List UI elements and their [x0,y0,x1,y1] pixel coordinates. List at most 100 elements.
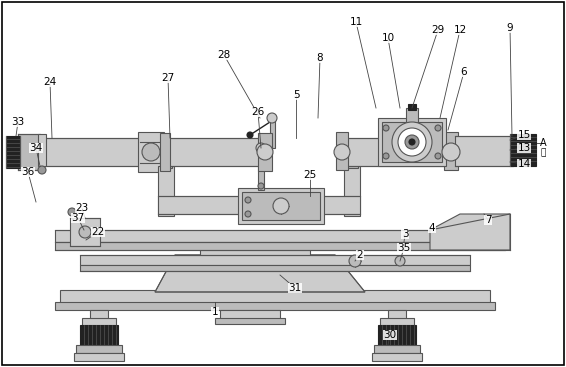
Bar [200,245,310,260]
Circle shape [383,125,389,131]
Circle shape [256,143,266,153]
Text: 29: 29 [431,25,445,35]
Text: 13: 13 [517,143,531,153]
Circle shape [435,125,441,131]
Text: 12: 12 [453,25,466,35]
Circle shape [392,122,432,162]
Bar [455,136,513,166]
Circle shape [273,198,289,214]
Text: 6: 6 [461,67,468,77]
Bar [270,118,275,148]
Text: 25: 25 [303,170,316,180]
Bar [18,134,40,170]
Text: 22: 22 [91,227,105,237]
Bar [164,138,264,166]
Circle shape [409,139,415,145]
Text: 26: 26 [251,107,265,117]
Circle shape [405,135,419,149]
Text: 4: 4 [428,223,435,233]
Circle shape [435,153,441,159]
Text: 向: 向 [541,149,546,157]
Bar [242,192,320,220]
Text: 11: 11 [349,17,363,27]
Text: 7: 7 [484,215,491,225]
Bar [138,132,164,172]
Bar [258,148,264,190]
Text: 24: 24 [44,77,57,87]
Bar [340,138,450,166]
Bar [406,108,418,122]
Bar [82,318,116,326]
Bar [74,353,124,361]
Bar [408,104,416,110]
Circle shape [398,128,426,156]
Polygon shape [430,214,510,250]
Bar [238,188,324,224]
Bar [158,166,174,216]
Bar [158,196,360,214]
Circle shape [68,208,76,216]
Circle shape [257,144,273,160]
Circle shape [142,143,160,161]
Bar [55,302,495,310]
Text: 31: 31 [288,283,302,293]
Circle shape [245,211,251,217]
Bar [388,310,406,320]
Bar [378,118,446,166]
Text: A: A [540,138,546,148]
Bar [510,134,536,166]
Bar [220,310,280,320]
Text: 10: 10 [381,33,395,43]
Text: 15: 15 [517,130,531,140]
Bar [38,134,46,166]
Bar [444,132,458,170]
Text: 2: 2 [357,250,363,260]
Circle shape [383,153,389,159]
Bar [374,345,420,353]
Circle shape [258,183,264,189]
Circle shape [334,144,350,160]
Bar [80,325,118,345]
Bar [160,160,172,168]
Text: 3: 3 [402,229,408,239]
Text: 34: 34 [29,143,42,153]
Bar [215,318,285,324]
Bar [6,136,20,168]
Bar [382,122,442,162]
Text: 14: 14 [517,159,531,169]
Text: 37: 37 [71,213,85,223]
Bar [215,235,295,247]
Bar [372,353,422,361]
Bar [258,133,272,171]
Text: 5: 5 [293,90,299,100]
Bar [378,325,416,345]
Bar [76,345,122,353]
Bar [344,166,360,216]
Bar [55,242,505,250]
Circle shape [349,255,361,267]
Text: 27: 27 [161,73,175,83]
Text: 28: 28 [217,50,230,60]
Text: 36: 36 [22,167,35,177]
Bar [346,160,358,168]
Bar [380,318,414,326]
Bar [90,310,108,320]
Bar [80,265,470,271]
Text: 9: 9 [507,23,513,33]
Circle shape [79,226,91,238]
Bar [80,255,470,265]
Circle shape [38,166,46,174]
Circle shape [267,113,277,123]
Bar [336,132,348,170]
Polygon shape [155,255,365,292]
Text: 35: 35 [397,243,410,253]
Circle shape [247,132,253,138]
Text: 8: 8 [317,53,323,63]
Circle shape [395,256,405,266]
Text: 1: 1 [212,307,218,317]
Text: 30: 30 [383,330,397,340]
Bar [60,290,490,304]
Text: 23: 23 [75,203,89,213]
Circle shape [245,197,251,203]
Bar [70,218,100,246]
